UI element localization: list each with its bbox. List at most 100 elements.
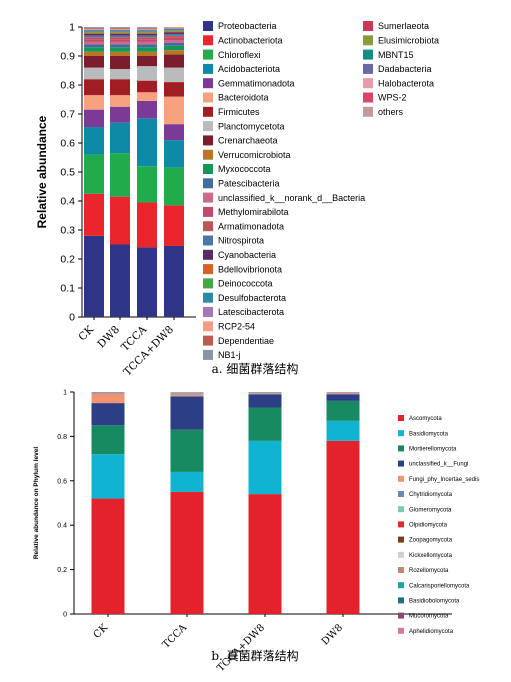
bar-segment	[326, 440, 360, 614]
legend-swatch	[203, 292, 213, 303]
bar-segment	[326, 400, 360, 421]
bar-segment	[164, 205, 184, 246]
legend-label: Crenarchaeota	[218, 136, 278, 146]
x-tick-label: CK	[76, 324, 96, 344]
bar-segment	[164, 42, 184, 46]
legend-label: Elusimicrobiota	[378, 35, 439, 45]
bar-segment	[84, 28, 104, 30]
legend-swatch	[398, 567, 404, 573]
bar-segment	[164, 140, 184, 168]
bar-segment	[248, 394, 282, 408]
bar-segment	[110, 153, 130, 197]
bar-segment	[164, 35, 184, 38]
y-tick-label: 0.2	[57, 567, 67, 574]
bar-segment	[110, 79, 130, 96]
legend-swatch	[203, 335, 213, 346]
y-tick-label: 0.8	[57, 434, 67, 441]
y-axis-label: Relative abundance	[35, 115, 49, 228]
bar-segment	[164, 67, 184, 83]
bar-segment	[91, 498, 125, 614]
bar-segment	[164, 54, 184, 68]
bar-segment	[110, 27, 130, 29]
legend-swatch	[363, 21, 373, 31]
bar-segment	[170, 471, 204, 492]
y-axis-label: Relative abundance on Phylum level	[33, 447, 40, 560]
bar-segment	[91, 394, 125, 404]
bar-segment	[110, 106, 130, 123]
legend-label: RCP2-54	[218, 321, 255, 331]
legend-swatch	[398, 430, 404, 437]
bar-segment	[137, 44, 157, 48]
legend-swatch	[398, 597, 404, 604]
legend-swatch	[398, 415, 404, 421]
bar-segment	[137, 32, 157, 34]
legend-label: unclassified_k__Fungi	[409, 462, 468, 468]
bar-segment	[137, 118, 157, 167]
x-tick-label: TCCA	[161, 622, 190, 651]
legend-label: Gemmatimonadota	[218, 78, 295, 88]
y-tick-label: 0.6	[60, 138, 75, 150]
bar-segment	[84, 41, 104, 45]
bar-segment	[137, 80, 157, 93]
legend-swatch	[203, 78, 213, 89]
bar-segment	[248, 393, 282, 395]
legend-label: Dependentiae	[218, 336, 274, 346]
bar-segment	[110, 33, 130, 36]
legend-label: Glomeromycota	[409, 507, 452, 513]
legend-label: Basidiobolomycota	[409, 599, 460, 605]
bar-segment	[110, 95, 130, 107]
legend-swatch	[203, 349, 213, 360]
legend-swatch	[203, 121, 213, 132]
legend-swatch	[203, 106, 213, 117]
bar-segment	[91, 393, 125, 395]
bar-segment	[137, 35, 157, 38]
legend-label: Calcarisporiellomycota	[409, 583, 470, 589]
y-tick-label: 0.8	[60, 80, 75, 92]
bar-segment	[137, 51, 157, 56]
legend-label: Patescibacteria	[218, 178, 280, 188]
legend-label: Desulfobacterota	[218, 293, 286, 303]
legend-label: Sumerlaeota	[378, 21, 429, 31]
legend-swatch	[203, 149, 213, 160]
x-tick-label: CK	[92, 622, 111, 641]
bar-segment	[248, 494, 282, 614]
legend-swatch	[398, 445, 404, 452]
bar-segment	[110, 41, 130, 45]
legend-swatch	[203, 135, 213, 146]
bar-segment	[164, 37, 184, 41]
bar-segment	[164, 50, 184, 55]
bar-segment	[84, 193, 104, 236]
figure-caption: a. 细菌群落结构	[212, 361, 299, 376]
bar-segment	[164, 45, 184, 51]
bar-segment	[248, 407, 282, 441]
bar-segment	[170, 395, 204, 397]
legend-swatch	[203, 221, 213, 232]
y-tick-label: 0.6	[57, 478, 67, 485]
legend-label: NB1-j	[218, 350, 241, 360]
legend-label: WPS-2	[378, 93, 407, 103]
legend-label: Methylomirabilota	[218, 207, 289, 217]
bar-segment	[84, 44, 104, 48]
bar-segment	[84, 33, 104, 36]
bar-segment	[110, 39, 130, 42]
legend-label: Halobacterota	[378, 78, 434, 88]
legend-swatch	[203, 92, 213, 103]
bar-segment	[110, 37, 130, 40]
y-tick-label: 0.1	[60, 283, 75, 295]
bar-segment	[137, 27, 157, 29]
bar-segment	[110, 28, 130, 30]
bar-segment	[164, 96, 184, 125]
bar-segment	[137, 33, 157, 36]
bar-segment	[164, 245, 184, 317]
legend-label: Dadabacteria	[378, 64, 432, 74]
legend-label: Ascomycota	[409, 416, 442, 422]
legend-swatch	[363, 92, 373, 103]
y-tick-label: 0.7	[60, 109, 75, 121]
legend-label: Zoopagomycota	[409, 538, 453, 544]
bar-segment	[137, 66, 157, 81]
legend-label: Rozellomycota	[409, 568, 449, 574]
bar-segment	[137, 100, 157, 119]
bar-segment	[84, 47, 104, 52]
bar-segment	[84, 235, 104, 317]
legend-label: Acidobacteriota	[218, 64, 280, 74]
